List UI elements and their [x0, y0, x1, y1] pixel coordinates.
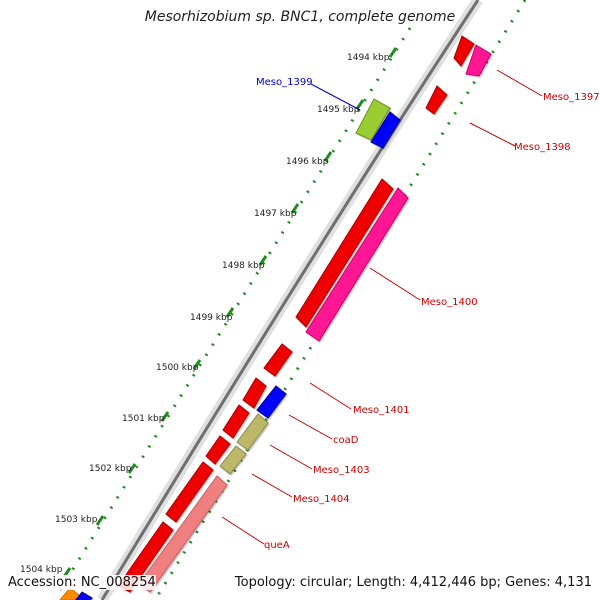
tick-mark	[290, 203, 300, 214]
tick-mark	[258, 255, 268, 266]
tick-label: 1501 kbp	[122, 414, 165, 424]
gene-meso-1400-partner[interactable]	[295, 178, 394, 328]
gene-meso-1398[interactable]	[425, 85, 448, 115]
leader-line	[496, 69, 543, 97]
tick-label: 1497 kbp	[254, 209, 297, 219]
gene-red-2[interactable]	[222, 404, 250, 439]
genome-backbone-line	[100, 0, 480, 600]
gene-meso-1401[interactable]	[263, 343, 293, 377]
gene-red-4[interactable]	[165, 461, 214, 523]
tick-label: 1495 kbp	[317, 105, 360, 115]
leader-line	[469, 122, 516, 147]
leader-line	[288, 414, 333, 440]
tick-mark	[323, 151, 333, 162]
gene-meso-1396[interactable]	[453, 35, 475, 67]
tick-label: 1500 kbp	[156, 363, 199, 373]
gene-meso-1400[interactable]	[305, 187, 409, 342]
gene-label[interactable]: queA	[264, 540, 290, 551]
tick-label: 1499 kbp	[190, 313, 233, 323]
tick-mark	[355, 99, 365, 110]
gene-label-highlighted[interactable]: Meso_1399	[256, 77, 313, 88]
tick-mark	[160, 411, 170, 422]
gene-label[interactable]: coaD	[333, 435, 359, 446]
leader-line-highlight	[310, 83, 361, 111]
gene-label[interactable]: Meso_1401	[353, 405, 410, 416]
accession-label: Accession: NC_008254	[8, 575, 156, 590]
tick-label: 1503 kbp	[55, 515, 98, 525]
gene-label[interactable]: Meso_1398	[514, 142, 571, 153]
gene-label[interactable]: Meso_1400	[421, 297, 478, 308]
leader-line	[269, 444, 313, 470]
leader-line	[251, 473, 293, 498]
gene-orange[interactable]	[59, 587, 81, 600]
tick-mark	[225, 307, 235, 318]
gene-blue-bottom[interactable]	[75, 591, 93, 600]
tick-mark	[192, 359, 202, 370]
gene-red-1[interactable]	[242, 377, 267, 409]
leader-line	[221, 516, 265, 545]
gene-meso-1403[interactable]	[236, 413, 269, 451]
tick-label: 1502 kbp	[89, 464, 132, 474]
map-title: Mesorhizobium sp. BNC1, complete genome	[144, 9, 456, 25]
gene-label[interactable]: Meso_1397	[543, 92, 600, 103]
gene-coaD[interactable]	[256, 385, 287, 419]
tick-label: 1496 kbp	[286, 157, 329, 167]
tick-label: 1494 kbp	[347, 53, 390, 63]
tick-mark	[127, 463, 137, 474]
gene-red-3[interactable]	[205, 435, 231, 465]
leader-line	[309, 382, 352, 410]
gene-label[interactable]: Meso_1404	[293, 494, 350, 505]
leader-line	[369, 267, 421, 301]
gene-meso-1404[interactable]	[219, 445, 247, 475]
tick-mark	[95, 515, 105, 526]
gene-meso-1399-green[interactable]	[355, 98, 391, 141]
gene-meso-1397[interactable]	[465, 44, 492, 77]
gene-red-5[interactable]	[117, 521, 174, 593]
tick-label: 1504 kbp	[20, 565, 63, 575]
tick-label: 1498 kbp	[222, 261, 265, 271]
gene-label[interactable]: Meso_1403	[313, 465, 370, 476]
gene-queA[interactable]	[138, 475, 228, 593]
tick-mark	[388, 47, 398, 58]
genome-summary: Topology: circular; Length: 4,412,446 bp…	[234, 575, 592, 590]
gene-meso-1399[interactable]	[370, 111, 401, 149]
